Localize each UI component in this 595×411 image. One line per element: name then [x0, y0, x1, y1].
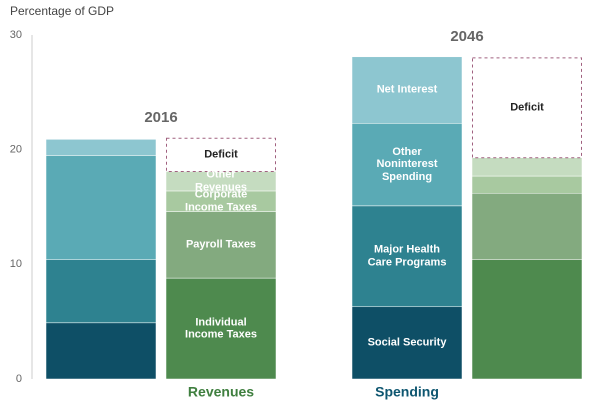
- bar-segment: [165, 211, 277, 279]
- group-label: 2046: [450, 28, 483, 45]
- bar-segment: [45, 139, 157, 156]
- segment-label: Other Noninterest Spending: [376, 145, 438, 183]
- segment-label: Deficit: [510, 101, 544, 114]
- bar-segment: [166, 137, 276, 172]
- y-tick-label: 10: [10, 258, 22, 270]
- segment-label: Other Revenues: [195, 168, 247, 194]
- y-axis-title: Percentage of GDP: [10, 4, 114, 18]
- y-tick-label: 20: [10, 144, 22, 156]
- stack-label: Spending: [375, 384, 439, 400]
- y-tick-label: 30: [10, 29, 22, 41]
- group-label: 2016: [144, 109, 177, 126]
- bar-segment: [165, 277, 277, 380]
- segment-label: Deficit: [204, 148, 238, 161]
- bar-segment: [351, 205, 463, 308]
- bar-segment: [471, 259, 583, 380]
- segment-label: Corporate Income Taxes: [185, 188, 257, 214]
- stack-label: Revenues: [188, 384, 254, 400]
- segment-label: Net Interest: [376, 83, 438, 96]
- segment-label: Social Security: [367, 336, 447, 349]
- bar-segment: [471, 192, 583, 260]
- bar-segment: [472, 57, 582, 159]
- y-tick-label: 0: [16, 373, 22, 385]
- segment-label: Major Health Care Programs: [367, 243, 447, 269]
- bar-segment: [351, 56, 463, 124]
- bar-segment: [45, 155, 157, 260]
- bar-segment: [471, 175, 583, 194]
- bar-segment: [45, 259, 157, 324]
- bar-segment: [471, 157, 583, 177]
- bar-segment: [351, 123, 463, 207]
- segment-label: Individual Income Taxes: [185, 315, 257, 341]
- segment-label: Payroll Taxes: [185, 238, 257, 251]
- bar-segment: [45, 322, 157, 380]
